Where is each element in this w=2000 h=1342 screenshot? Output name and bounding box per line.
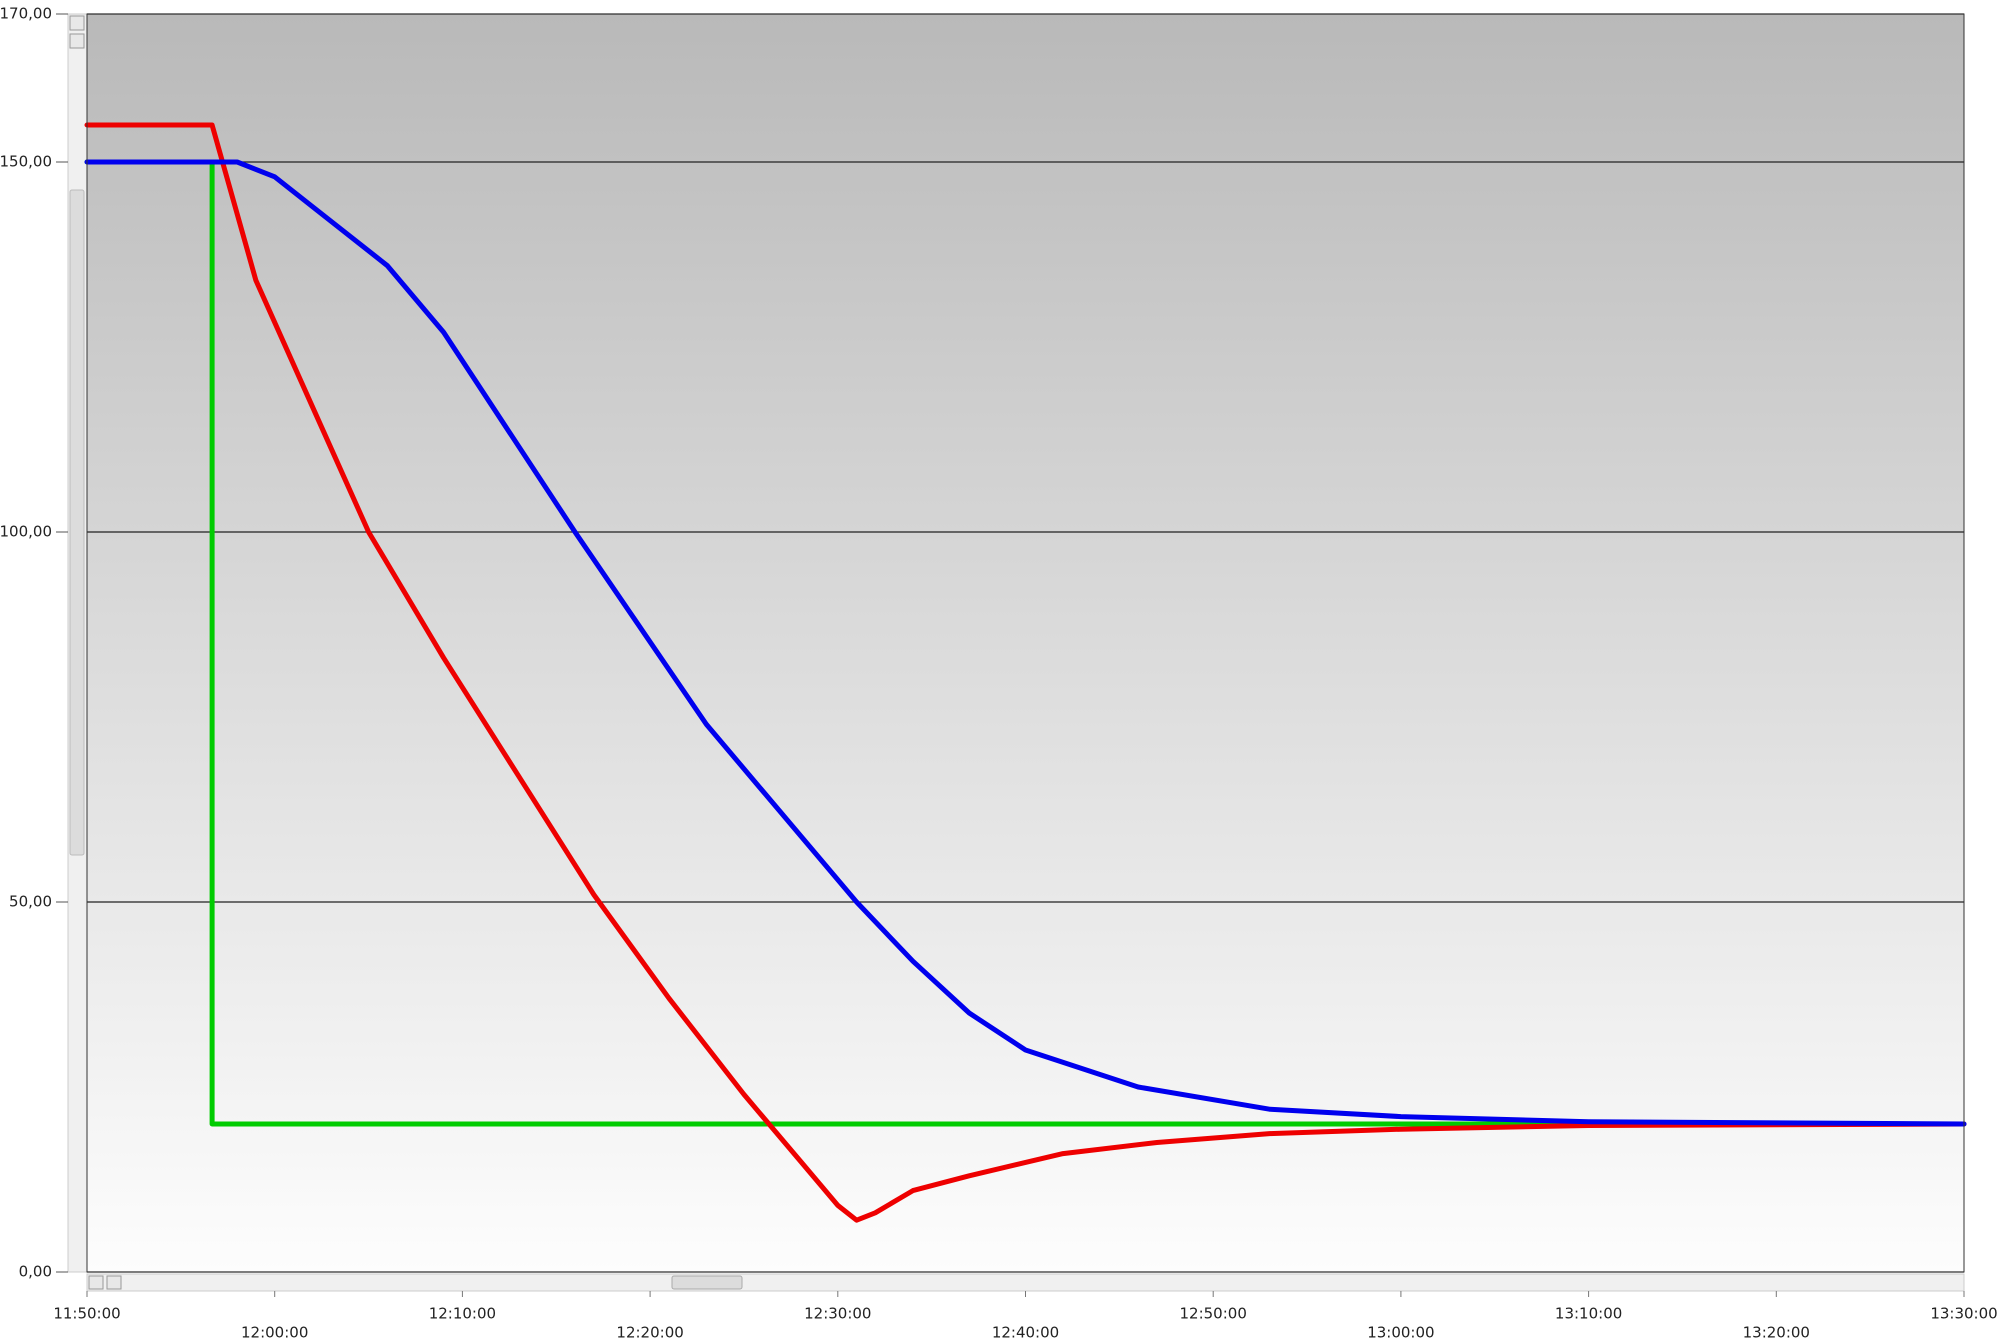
y-tick-label: 170,00	[0, 5, 52, 23]
series-line	[84, 122, 1967, 1223]
plot-area	[87, 14, 1964, 1272]
vertical-scroll-thumb[interactable]	[69, 189, 85, 856]
x-tick-label: 13:10:00	[1555, 1305, 1622, 1323]
y-tick-label: 100,00	[0, 523, 52, 541]
y-tick-label: 150,00	[0, 153, 52, 171]
x-tick-label: 12:00:00	[241, 1324, 308, 1342]
x-tick-label: 12:10:00	[429, 1305, 496, 1323]
zoom-button[interactable]	[88, 1275, 104, 1290]
horizontal-scrollbar[interactable]	[86, 1273, 1965, 1292]
x-tick-label: 12:20:00	[616, 1324, 683, 1342]
y-tick-label: 0,00	[19, 1263, 52, 1281]
x-tick-label: 12:50:00	[1180, 1305, 1247, 1323]
x-tick-label: 12:30:00	[804, 1305, 871, 1323]
series-lines	[84, 122, 1967, 1223]
zoom-button[interactable]	[69, 15, 85, 31]
series-line	[84, 159, 1967, 1127]
x-tick-label: 13:30:00	[1930, 1305, 1997, 1323]
y-tick-label: 50,00	[9, 893, 52, 911]
plot-frame	[86, 13, 1965, 1273]
x-tick-label: 13:20:00	[1743, 1324, 1810, 1342]
x-tick-label: 13:00:00	[1367, 1324, 1434, 1342]
x-tick-label: 12:40:00	[992, 1324, 1059, 1342]
reset-button[interactable]	[69, 33, 85, 49]
x-tick-label: 11:50:00	[53, 1305, 120, 1323]
horizontal-scroll-thumb[interactable]	[671, 1275, 743, 1290]
reset-button[interactable]	[106, 1275, 122, 1290]
